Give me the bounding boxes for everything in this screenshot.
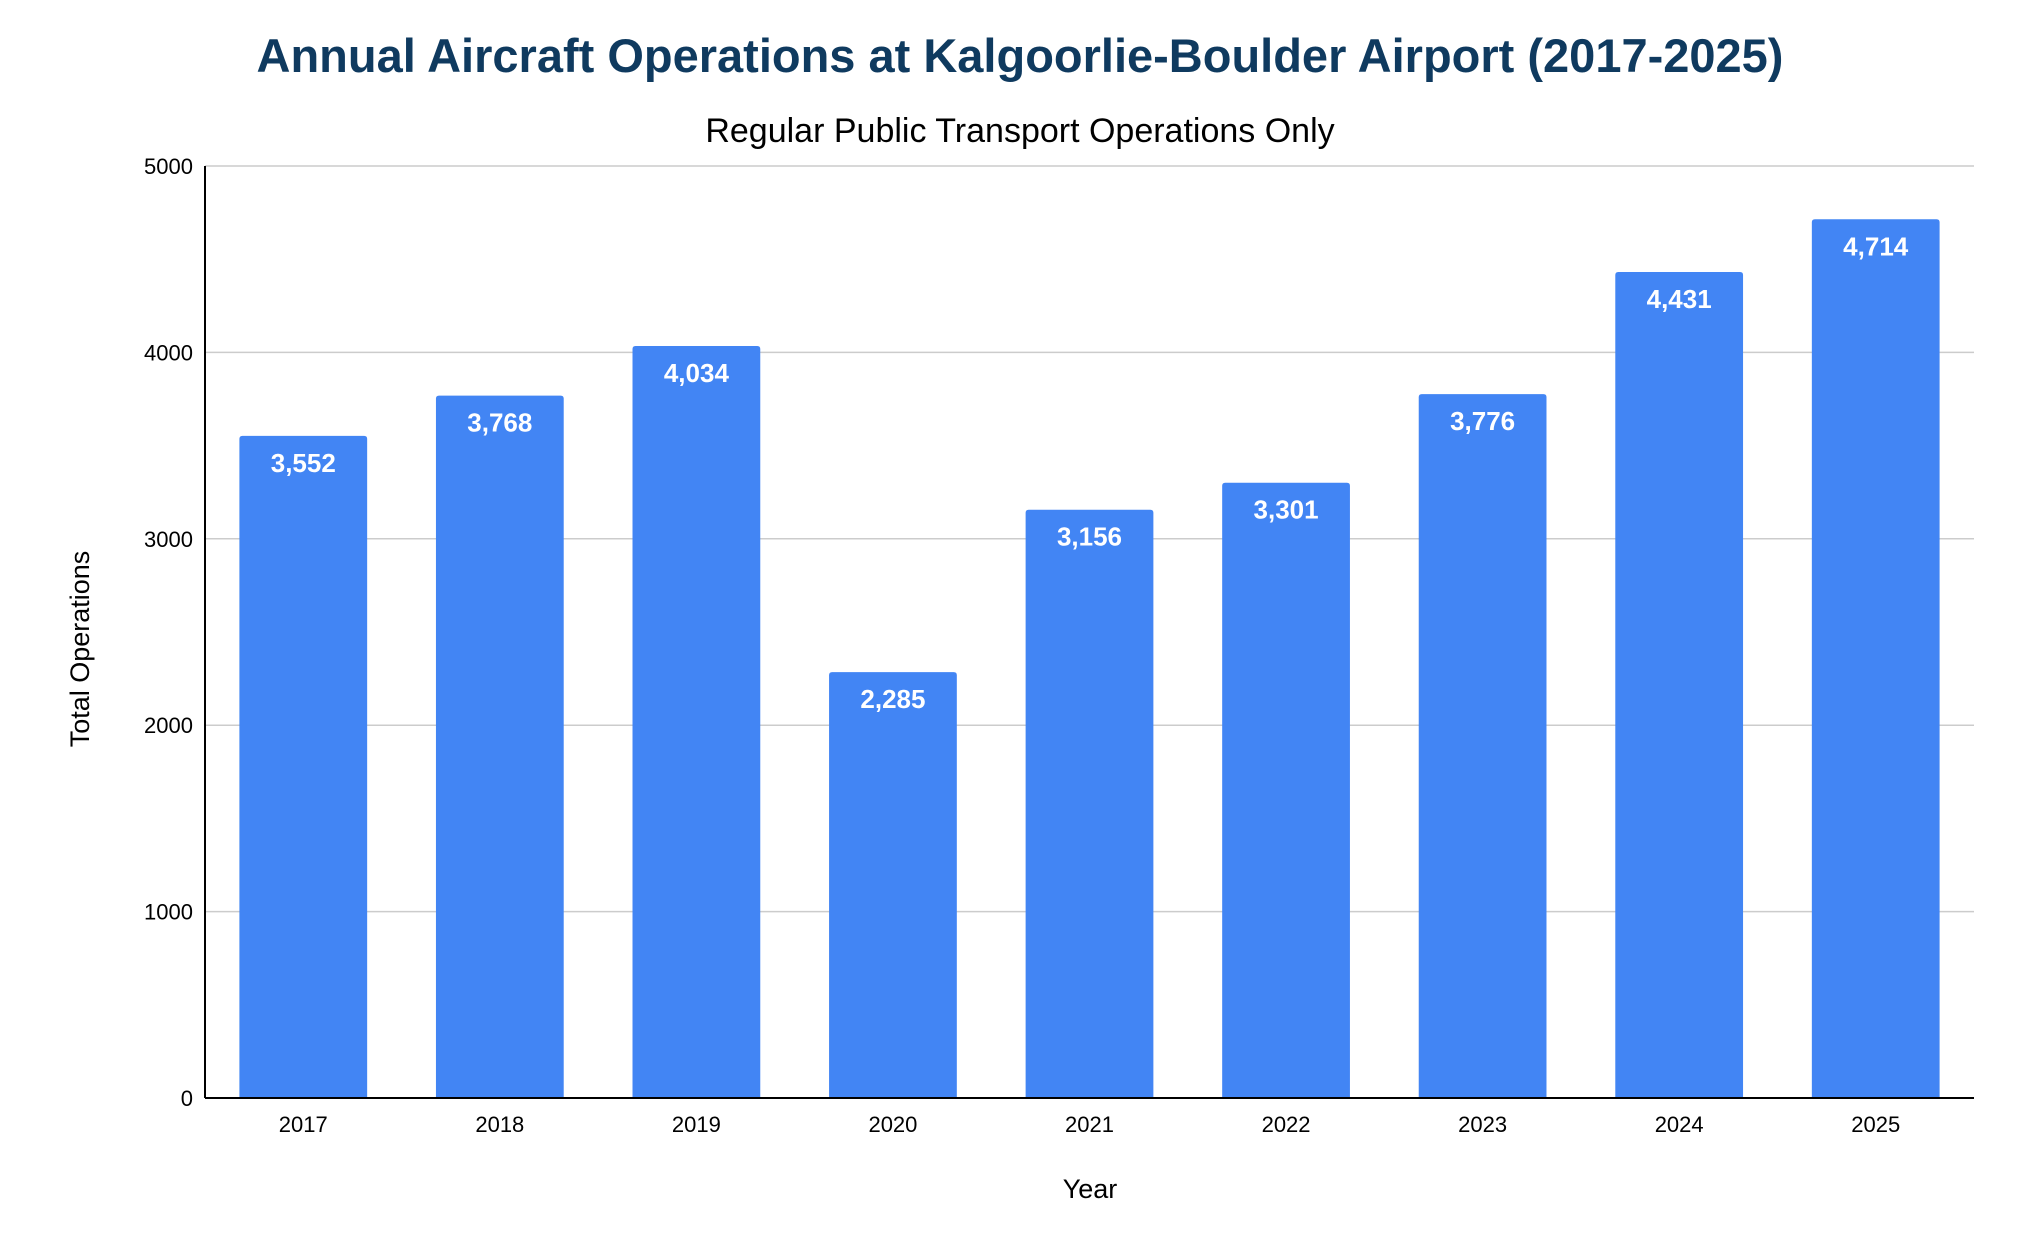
bar-2025 bbox=[1811, 219, 1940, 1098]
x-axis-tick-labels: 2017 2018 2019 2020 2021 2022 2023 2024 2025 bbox=[279, 1112, 1900, 1137]
bars bbox=[239, 219, 1940, 1099]
bar-2020 bbox=[829, 672, 957, 1098]
bar-2021 bbox=[1025, 509, 1154, 1099]
y-tick-label: 3000 bbox=[144, 527, 193, 552]
data-label-2020: 2,285 bbox=[860, 684, 925, 714]
data-label-2021: 3,156 bbox=[1057, 522, 1122, 552]
chart-subtitle: Regular Public Transport Operations Only bbox=[705, 112, 1334, 150]
bar-2018 bbox=[435, 395, 564, 1099]
x-tick-label: 2019 bbox=[672, 1112, 721, 1137]
bar-2024 bbox=[1615, 272, 1744, 1098]
data-label-2025: 4,714 bbox=[1843, 231, 1909, 261]
y-axis-tick-labels: 0 1000 2000 3000 4000 5000 bbox=[144, 154, 193, 1111]
data-label-2019: 4,034 bbox=[664, 358, 730, 388]
y-axis-title: Total Operations bbox=[65, 551, 95, 748]
y-tick-label: 2000 bbox=[144, 713, 193, 738]
x-tick-label: 2023 bbox=[1458, 1112, 1507, 1137]
bar-2017 bbox=[239, 435, 368, 1098]
data-label-2022: 3,301 bbox=[1254, 495, 1319, 525]
y-tick-label: 0 bbox=[181, 1086, 193, 1111]
bar-2023 bbox=[1418, 394, 1547, 1099]
data-label-2024: 4,431 bbox=[1647, 284, 1712, 314]
x-tick-label: 2017 bbox=[279, 1112, 328, 1137]
data-label-2017: 3,552 bbox=[271, 448, 336, 478]
bar-2019 bbox=[632, 346, 761, 1099]
x-tick-label: 2025 bbox=[1851, 1112, 1900, 1137]
x-tick-label: 2022 bbox=[1262, 1112, 1311, 1137]
x-tick-label: 2020 bbox=[868, 1112, 917, 1137]
bar-2022 bbox=[1222, 482, 1350, 1098]
chart-title: Annual Aircraft Operations at Kalgoorlie… bbox=[257, 29, 1784, 82]
x-tick-label: 2018 bbox=[475, 1112, 524, 1137]
data-labels: 3,552 3,768 4,034 2,285 3,156 3,301 3,776 4,431… bbox=[271, 231, 1909, 714]
y-tick-label: 4000 bbox=[144, 340, 193, 365]
x-tick-label: 2024 bbox=[1655, 1112, 1704, 1137]
y-tick-label: 1000 bbox=[144, 900, 193, 925]
y-tick-label: 5000 bbox=[144, 154, 193, 179]
x-axis-title: Year bbox=[1063, 1174, 1118, 1204]
x-tick-label: 2021 bbox=[1065, 1112, 1114, 1137]
data-label-2023: 3,776 bbox=[1450, 406, 1515, 436]
data-label-2018: 3,768 bbox=[467, 408, 532, 438]
